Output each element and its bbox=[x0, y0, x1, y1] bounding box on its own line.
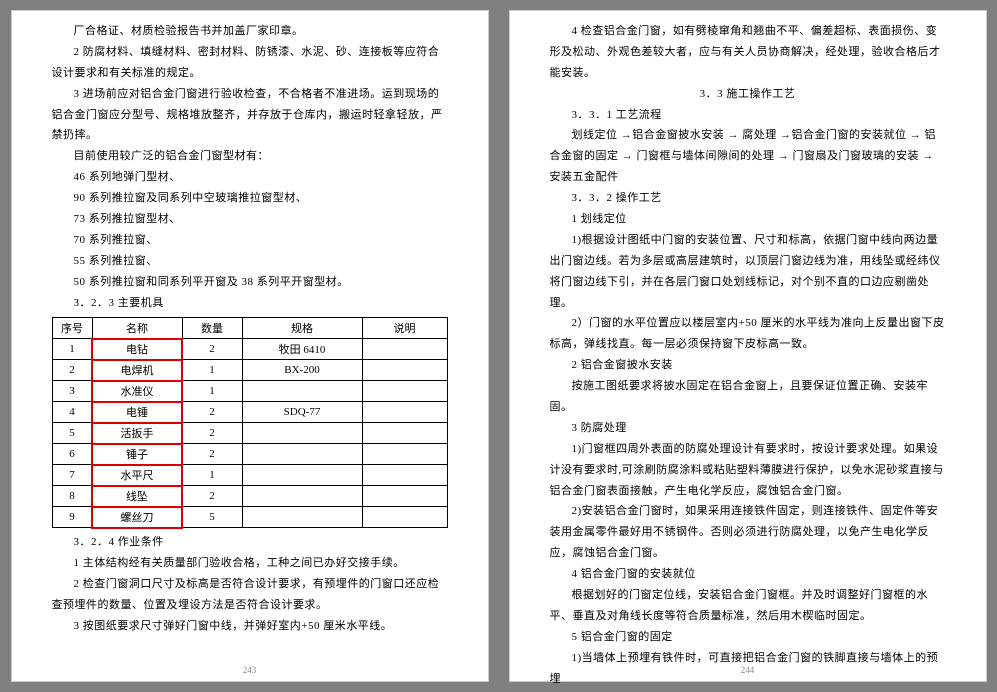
table-cell: 2 bbox=[182, 486, 242, 507]
section-heading: 3．2．4 作业条件 bbox=[52, 532, 448, 553]
para: 2）门窗的水平位置应以楼层室内+50 厘米的水平线为准向上反量出窗下皮标高，弹线… bbox=[550, 313, 946, 355]
table-cell bbox=[362, 381, 447, 402]
section-heading: 3．3 施工操作工艺 bbox=[550, 84, 946, 105]
th-index: 序号 bbox=[52, 318, 92, 339]
table-cell: 1 bbox=[182, 465, 242, 486]
para: 2 铝合金窗披水安装 bbox=[550, 355, 946, 376]
th-qty: 数量 bbox=[182, 318, 242, 339]
para: 3 进场前应对铝合金门窗进行验收检查，不合格者不准进场。运到现场的铝合金门窗应分… bbox=[52, 84, 448, 147]
para: 55 系列推拉窗、 bbox=[52, 251, 448, 272]
table-row: 6锤子2 bbox=[52, 444, 447, 465]
table-cell bbox=[242, 507, 362, 528]
table-cell bbox=[242, 381, 362, 402]
table-cell: 电钻 bbox=[92, 339, 182, 360]
th-spec: 规格 bbox=[242, 318, 362, 339]
content-right: 4 检查铝合金门窗，如有劈棱窜角和翘曲不平、偏差超标、表面损伤、变形及松动、外观… bbox=[550, 21, 946, 690]
page-number: 243 bbox=[243, 665, 257, 675]
table-cell bbox=[362, 444, 447, 465]
table-cell: 2 bbox=[182, 444, 242, 465]
tools-tbody: 1电钻2牧田 64102电焊机1BX-2003水准仪14电锤2SDQ-775活扳… bbox=[52, 339, 447, 528]
table-row: 2电焊机1BX-200 bbox=[52, 360, 447, 381]
table-cell: 水平尺 bbox=[92, 465, 182, 486]
para: 90 系列推拉窗及同系列中空玻璃推拉窗型材、 bbox=[52, 188, 448, 209]
table-cell bbox=[362, 360, 447, 381]
para: 1 主体结构经有关质量部门验收合格，工种之间已办好交接手续。 bbox=[52, 553, 448, 574]
table-cell: 1 bbox=[52, 339, 92, 360]
table-cell bbox=[242, 444, 362, 465]
table-cell bbox=[362, 486, 447, 507]
table-cell bbox=[362, 423, 447, 444]
table-cell: 5 bbox=[52, 423, 92, 444]
para: 2 检查门窗洞口尺寸及标高是否符合设计要求，有预埋件的门窗口还应检查预埋件的数量… bbox=[52, 574, 448, 616]
table-cell: 电焊机 bbox=[92, 360, 182, 381]
para: 划线定位 →铝合金窗披水安装 → 腐处理 →铝合金门窗的安装就位 → 铝合金窗的… bbox=[550, 125, 946, 188]
table-cell: 8 bbox=[52, 486, 92, 507]
table-cell: 1 bbox=[182, 381, 242, 402]
para: 4 检查铝合金门窗，如有劈棱窜角和翘曲不平、偏差超标、表面损伤、变形及松动、外观… bbox=[550, 21, 946, 84]
table-cell: 7 bbox=[52, 465, 92, 486]
para: 目前使用较广泛的铝合金门窗型材有： bbox=[52, 146, 448, 167]
page-left: 厂合格证、材质检验报告书并加盖厂家印章。 2 防腐材料、填缝材料、密封材料、防锈… bbox=[11, 10, 489, 682]
para: 5 铝合金门窗的固定 bbox=[550, 627, 946, 648]
para: 厂合格证、材质检验报告书并加盖厂家印章。 bbox=[52, 21, 448, 42]
table-row: 7水平尺1 bbox=[52, 465, 447, 486]
table-cell bbox=[362, 507, 447, 528]
content-left: 厂合格证、材质检验报告书并加盖厂家印章。 2 防腐材料、填缝材料、密封材料、防锈… bbox=[52, 21, 448, 637]
page-right: 4 检查铝合金门窗，如有劈棱窜角和翘曲不平、偏差超标、表面损伤、变形及松动、外观… bbox=[509, 10, 987, 682]
table-cell: 3 bbox=[52, 381, 92, 402]
section-heading: 3．2．3 主要机具 bbox=[52, 293, 448, 314]
para: 70 系列推拉窗、 bbox=[52, 230, 448, 251]
para: 50 系列推拉窗和同系列平开窗及 38 系列平开窗型材。 bbox=[52, 272, 448, 293]
para: 2 防腐材料、填缝材料、密封材料、防锈漆、水泥、砂、连接板等应符合设计要求和有关… bbox=[52, 42, 448, 84]
table-cell: 螺丝刀 bbox=[92, 507, 182, 528]
para: 1 划线定位 bbox=[550, 209, 946, 230]
table-cell: 锤子 bbox=[92, 444, 182, 465]
para: 46 系列地弹门型材、 bbox=[52, 167, 448, 188]
table-row: 4电锤2SDQ-77 bbox=[52, 402, 447, 423]
th-name: 名称 bbox=[92, 318, 182, 339]
table-row: 9螺丝刀5 bbox=[52, 507, 447, 528]
para: 3．3．2 操作工艺 bbox=[550, 188, 946, 209]
table-cell: BX-200 bbox=[242, 360, 362, 381]
table-cell: 水准仪 bbox=[92, 381, 182, 402]
table-cell: 5 bbox=[182, 507, 242, 528]
para: 2)安装铝合金门窗时，如果采用连接铁件固定，则连接铁件、固定件等安装用金属零件最… bbox=[550, 501, 946, 564]
para: 1)门窗框四周外表面的防腐处理设计有要求时，按设计要求处理。如果设计没有要求时,… bbox=[550, 439, 946, 502]
table-cell bbox=[242, 486, 362, 507]
table-cell bbox=[362, 465, 447, 486]
table-cell: 2 bbox=[182, 339, 242, 360]
table-row: 3水准仪1 bbox=[52, 381, 447, 402]
table-cell: 2 bbox=[182, 402, 242, 423]
table-header-row: 序号 名称 数量 规格 说明 bbox=[52, 318, 447, 339]
table-cell bbox=[242, 465, 362, 486]
table-cell: 2 bbox=[52, 360, 92, 381]
para: 73 系列推拉窗型材、 bbox=[52, 209, 448, 230]
table-row: 1电钻2牧田 6410 bbox=[52, 339, 447, 360]
table-cell bbox=[242, 423, 362, 444]
tools-table: 序号 名称 数量 规格 说明 1电钻2牧田 64102电焊机1BX-2003水准… bbox=[52, 317, 448, 528]
table-cell: SDQ-77 bbox=[242, 402, 362, 423]
table-cell bbox=[362, 339, 447, 360]
th-note: 说明 bbox=[362, 318, 447, 339]
table-cell: 电锤 bbox=[92, 402, 182, 423]
table-cell: 线坠 bbox=[92, 486, 182, 507]
table-cell: 4 bbox=[52, 402, 92, 423]
para: 按施工图纸要求将披水固定在铝合金窗上，且要保证位置正确、安装牢固。 bbox=[550, 376, 946, 418]
table-cell: 2 bbox=[182, 423, 242, 444]
table-cell: 牧田 6410 bbox=[242, 339, 362, 360]
table-cell: 9 bbox=[52, 507, 92, 528]
para: 3．3．1 工艺流程 bbox=[550, 105, 946, 126]
para: 根据划好的门窗定位线，安装铝合金门窗框。并及时调整好门窗框的水平、垂直及对角线长… bbox=[550, 585, 946, 627]
table-cell: 6 bbox=[52, 444, 92, 465]
para: 4 铝合金门窗的安装就位 bbox=[550, 564, 946, 585]
table-row: 8线坠2 bbox=[52, 486, 447, 507]
para: 1)根据设计图纸中门窗的安装位置、尺寸和标高，依据门窗中线向两边量出门窗边线。若… bbox=[550, 230, 946, 314]
table-cell bbox=[362, 402, 447, 423]
table-cell: 1 bbox=[182, 360, 242, 381]
page-number: 244 bbox=[741, 665, 755, 675]
para: 3 按图纸要求尺寸弹好门窗中线，并弹好室内+50 厘米水平线。 bbox=[52, 616, 448, 637]
para: 3 防腐处理 bbox=[550, 418, 946, 439]
table-row: 5活扳手2 bbox=[52, 423, 447, 444]
table-cell: 活扳手 bbox=[92, 423, 182, 444]
